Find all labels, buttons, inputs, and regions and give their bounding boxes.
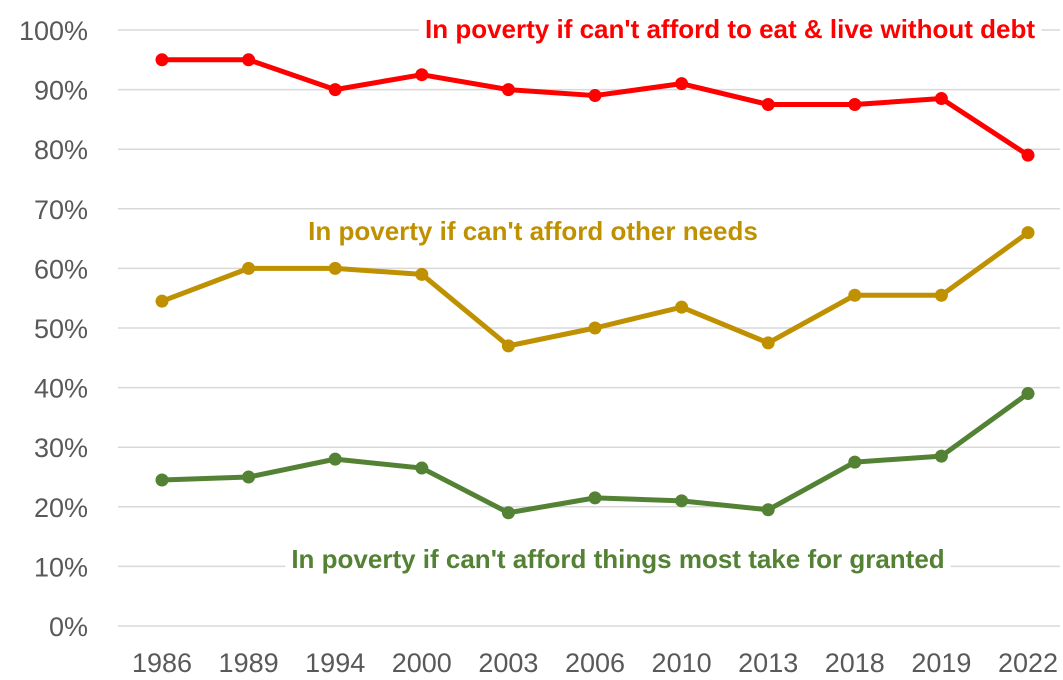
data-point: [675, 494, 689, 508]
data-point: [848, 98, 862, 111]
x-tick-label: 2010: [652, 648, 712, 678]
y-tick-label: 0%: [49, 612, 88, 642]
data-point: [155, 473, 169, 487]
y-tick-label: 10%: [34, 552, 88, 582]
data-point: [588, 491, 602, 505]
y-tick-label: 30%: [34, 433, 88, 463]
data-point: [328, 83, 342, 97]
y-tick-label: 80%: [34, 135, 88, 165]
data-point: [415, 267, 429, 281]
series-line: [159, 57, 1031, 158]
data-point: [1021, 148, 1035, 162]
y-tick-label: 90%: [34, 76, 88, 106]
y-tick-label: 50%: [34, 314, 88, 344]
x-tick-label: 1994: [305, 648, 365, 678]
x-tick-label: 2018: [825, 648, 885, 678]
data-point: [588, 89, 602, 103]
series-lines: [155, 53, 1035, 520]
data-point: [848, 455, 862, 469]
data-point: [155, 294, 169, 308]
data-point: [501, 83, 515, 97]
y-tick-label: 40%: [34, 374, 88, 404]
data-point: [848, 288, 862, 302]
x-axis-tick-labels: 1986 1989 1994 2000 2003 2006 2010 2013 2018 2019…: [132, 648, 1058, 678]
x-tick-label: 2019: [911, 648, 971, 678]
data-point: [934, 92, 948, 106]
data-point: [242, 261, 256, 275]
x-tick-label: 2006: [565, 648, 625, 678]
series-label: In poverty if can't afford things most t…: [291, 544, 944, 574]
y-tick-label: 70%: [34, 195, 88, 225]
data-point: [155, 53, 169, 67]
x-tick-label: 2000: [392, 648, 452, 678]
x-tick-label: 1986: [132, 648, 192, 678]
data-point: [242, 470, 256, 484]
data-point: [501, 506, 515, 520]
data-point: [675, 300, 689, 314]
x-tick-label: 1989: [219, 648, 279, 678]
series-label-background: [302, 214, 764, 248]
series-label: In poverty if can't afford to eat & live…: [425, 14, 1035, 44]
data-point: [675, 77, 689, 91]
data-point: [415, 461, 429, 475]
data-point: [1021, 387, 1035, 401]
y-axis-tick-labels: 0% 10% 20% 30% 40% 50% 60% 70% 80% 90% 100%: [19, 16, 88, 642]
data-point: [934, 449, 948, 463]
data-point: [328, 452, 342, 466]
series-2: [155, 226, 1035, 353]
y-tick-label: 60%: [34, 254, 88, 284]
series-label-background: [419, 12, 1042, 46]
x-tick-label: 2022: [998, 648, 1058, 678]
y-tick-label: 20%: [34, 493, 88, 523]
y-tick-label: 100%: [19, 16, 88, 46]
series-label: In poverty if can't afford other needs: [308, 216, 758, 246]
series-label-background: [285, 542, 951, 576]
data-point: [934, 288, 948, 302]
x-tick-label: 2003: [478, 648, 538, 678]
data-point: [242, 53, 256, 67]
data-point: [761, 503, 775, 517]
series-3: [155, 387, 1035, 520]
data-point: [328, 261, 342, 275]
data-point: [1021, 226, 1035, 240]
series-1: [155, 53, 1035, 162]
series-labels: In poverty if can't afford to eat & live…: [285, 12, 1042, 576]
data-point: [588, 321, 602, 335]
data-point: [501, 339, 515, 353]
data-point: [415, 68, 429, 82]
x-tick-label: 2013: [738, 648, 798, 678]
data-point: [761, 336, 775, 350]
data-point: [761, 98, 775, 111]
